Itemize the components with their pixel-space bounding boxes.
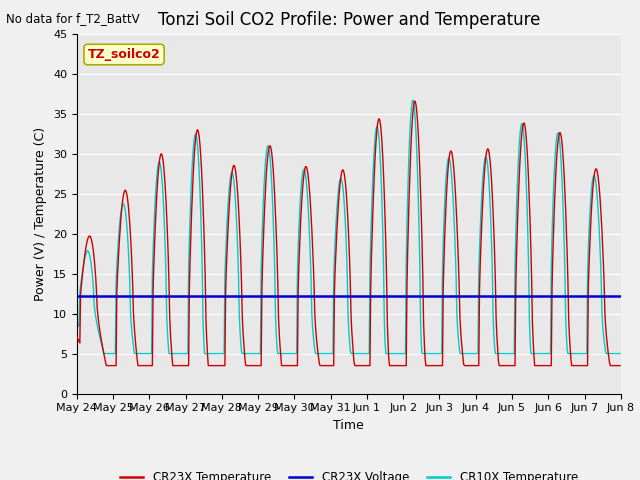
Text: TZ_soilco2: TZ_soilco2 xyxy=(88,48,161,61)
Title: Tonzi Soil CO2 Profile: Power and Temperature: Tonzi Soil CO2 Profile: Power and Temper… xyxy=(157,11,540,29)
Legend: CR23X Temperature, CR23X Voltage, CR10X Temperature: CR23X Temperature, CR23X Voltage, CR10X … xyxy=(115,466,583,480)
X-axis label: Time: Time xyxy=(333,419,364,432)
Text: No data for f_T2_BattV: No data for f_T2_BattV xyxy=(6,12,140,25)
Y-axis label: Power (V) / Temperature (C): Power (V) / Temperature (C) xyxy=(35,127,47,300)
